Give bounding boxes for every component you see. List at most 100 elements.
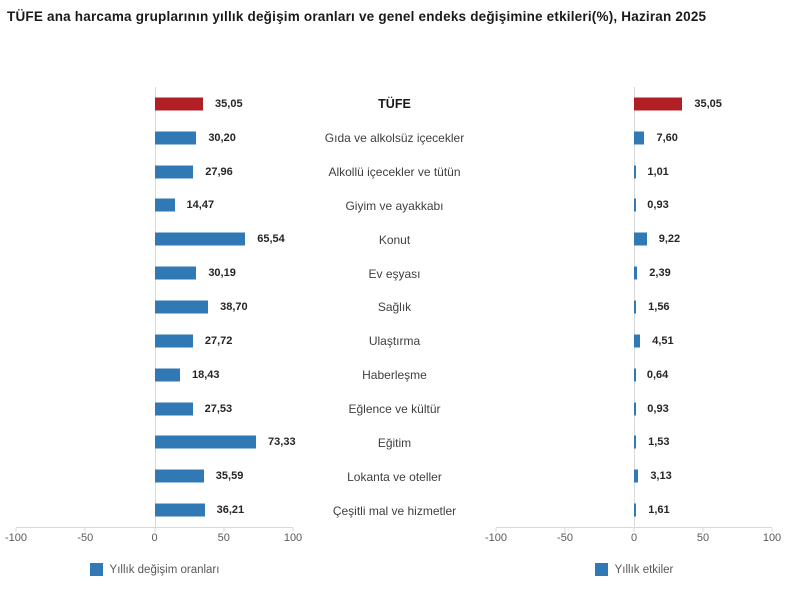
bar-row: 0,93 bbox=[496, 392, 772, 426]
value-label: 73,33 bbox=[268, 436, 296, 449]
category-label: Ulaştırma bbox=[368, 334, 421, 349]
x-tick-label: 100 bbox=[283, 532, 303, 544]
x-tick bbox=[771, 528, 773, 532]
value-label: 2,39 bbox=[649, 267, 671, 280]
bar bbox=[154, 469, 204, 483]
bar bbox=[634, 232, 647, 246]
x-tick-label: 100 bbox=[762, 532, 782, 544]
bar-row: 3,13 bbox=[496, 459, 772, 493]
bar-row: 38,70 bbox=[16, 290, 293, 324]
value-label: 3,13 bbox=[650, 470, 672, 483]
value-label: 1,56 bbox=[648, 300, 670, 313]
bar bbox=[634, 300, 637, 314]
x-tick-label: -100 bbox=[4, 532, 28, 544]
bar bbox=[154, 131, 197, 145]
value-label: 1,61 bbox=[648, 504, 670, 517]
bar-row: 27,96 bbox=[16, 155, 293, 189]
value-label: 0,93 bbox=[647, 402, 669, 415]
bar bbox=[154, 402, 193, 416]
category-label: Lokanta ve oteller bbox=[347, 470, 442, 485]
value-label: 27,72 bbox=[204, 334, 233, 347]
bar-row: 73,33 bbox=[16, 425, 296, 459]
bar bbox=[634, 334, 641, 348]
bar bbox=[634, 435, 637, 449]
bar bbox=[154, 368, 181, 382]
x-tick bbox=[702, 528, 704, 532]
bar bbox=[154, 503, 205, 517]
left-chart: 35,05 30,20 27,96 14,47 65,54 30,19 38,70 27,72… bbox=[5, 87, 302, 576]
x-tick bbox=[495, 528, 497, 532]
chart-title: TÜFE ana harcama gruplarının yıllık deği… bbox=[7, 9, 707, 24]
charts-container: 35,05 30,20 27,96 14,47 65,54 30,19 38,70 27,72… bbox=[5, 87, 781, 576]
value-label: 36,21 bbox=[216, 504, 245, 517]
bar-row: 1,53 bbox=[496, 425, 772, 459]
bar-row: 36,21 bbox=[16, 493, 293, 527]
category-label: Sağlık bbox=[377, 300, 412, 315]
value-label: 27,53 bbox=[204, 402, 233, 415]
value-label: 38,70 bbox=[220, 300, 248, 313]
left-legend: Yıllık değişim oranları bbox=[16, 563, 293, 576]
x-tick-label: 50 bbox=[696, 532, 710, 544]
category-label: Haberleşme bbox=[362, 368, 427, 383]
value-label: 0,93 bbox=[647, 199, 669, 212]
value-label: 7,60 bbox=[656, 131, 678, 144]
x-tick-label: -100 bbox=[484, 532, 508, 544]
x-tick bbox=[15, 528, 17, 532]
bar-row: 1,61 bbox=[496, 493, 772, 527]
value-label: 30,19 bbox=[208, 267, 236, 280]
bar-row: 9,22 bbox=[496, 222, 772, 256]
legend-swatch-blue bbox=[594, 563, 608, 576]
bar-rows: 35,05 30,20 27,96 14,47 65,54 30,19 38,70 27,72… bbox=[16, 87, 296, 527]
category-label: Çeşitli mal ve hizmetler bbox=[332, 504, 457, 519]
legend-label: Yıllık etkiler bbox=[614, 563, 674, 576]
bar-row: 2,39 bbox=[496, 256, 772, 290]
bar bbox=[634, 368, 636, 382]
bar bbox=[154, 435, 257, 449]
bar bbox=[154, 198, 175, 212]
right-legend: Yıllık etkiler bbox=[496, 563, 772, 576]
value-label: 30,20 bbox=[208, 131, 236, 144]
right-plot-area: 35,05 7,60 1,01 0,93 9,22 2,39 1,56 4,51 0,64 0,9… bbox=[496, 87, 772, 528]
bar bbox=[154, 232, 246, 246]
category-label: Eğlence ve kültür bbox=[348, 402, 441, 417]
left-plot-area: 35,05 30,20 27,96 14,47 65,54 30,19 38,70 27,72… bbox=[16, 87, 296, 528]
bar-row: 1,56 bbox=[496, 290, 772, 324]
value-label: 4,51 bbox=[652, 334, 674, 347]
right-x-axis: -100 -50 0 50 100 bbox=[485, 528, 781, 547]
bar bbox=[154, 266, 197, 280]
bar-row: 0,93 bbox=[496, 189, 772, 223]
tufe-highlight-bar bbox=[634, 97, 683, 111]
value-label: 14,47 bbox=[186, 199, 215, 212]
bar bbox=[154, 165, 194, 179]
bar-row: 1,01 bbox=[496, 155, 772, 189]
bar bbox=[634, 469, 639, 483]
x-tick-label: 0 bbox=[630, 532, 638, 544]
x-tick bbox=[633, 528, 635, 532]
category-label: Ev eşyası bbox=[368, 266, 421, 281]
x-tick-label: -50 bbox=[557, 532, 573, 544]
bar-row: 65,54 bbox=[16, 222, 293, 256]
bar-row: 30,20 bbox=[16, 121, 293, 155]
bar-row: 27,72 bbox=[16, 324, 293, 358]
category-label: Eğitim bbox=[377, 436, 412, 451]
category-labels-column: TÜFE Gıda ve alkolsüz içecekler Alkollü iç… bbox=[293, 87, 496, 528]
bar bbox=[634, 198, 636, 212]
category-label: Konut bbox=[378, 232, 411, 247]
value-label: 35,59 bbox=[215, 470, 244, 483]
bar bbox=[634, 402, 636, 416]
value-label: 9,22 bbox=[658, 233, 681, 246]
bar bbox=[634, 165, 636, 179]
bar-row: 4,51 bbox=[496, 324, 772, 358]
bar-row: 35,05 bbox=[16, 87, 293, 121]
category-label: Alkollü içecekler ve tütün bbox=[328, 164, 461, 179]
value-label: 0,64 bbox=[646, 368, 669, 381]
value-label: 35,05 bbox=[694, 97, 722, 110]
bar-row: 27,53 bbox=[16, 392, 293, 426]
bar-row: 35,59 bbox=[16, 459, 293, 493]
legend-label: Yıllık değişim oranları bbox=[109, 563, 220, 576]
category-label: Giyim ve ayakkabı bbox=[345, 198, 444, 213]
value-label: 1,01 bbox=[647, 165, 669, 178]
bar-row: 18,43 bbox=[16, 358, 293, 392]
bar-row: 30,19 bbox=[16, 256, 293, 290]
